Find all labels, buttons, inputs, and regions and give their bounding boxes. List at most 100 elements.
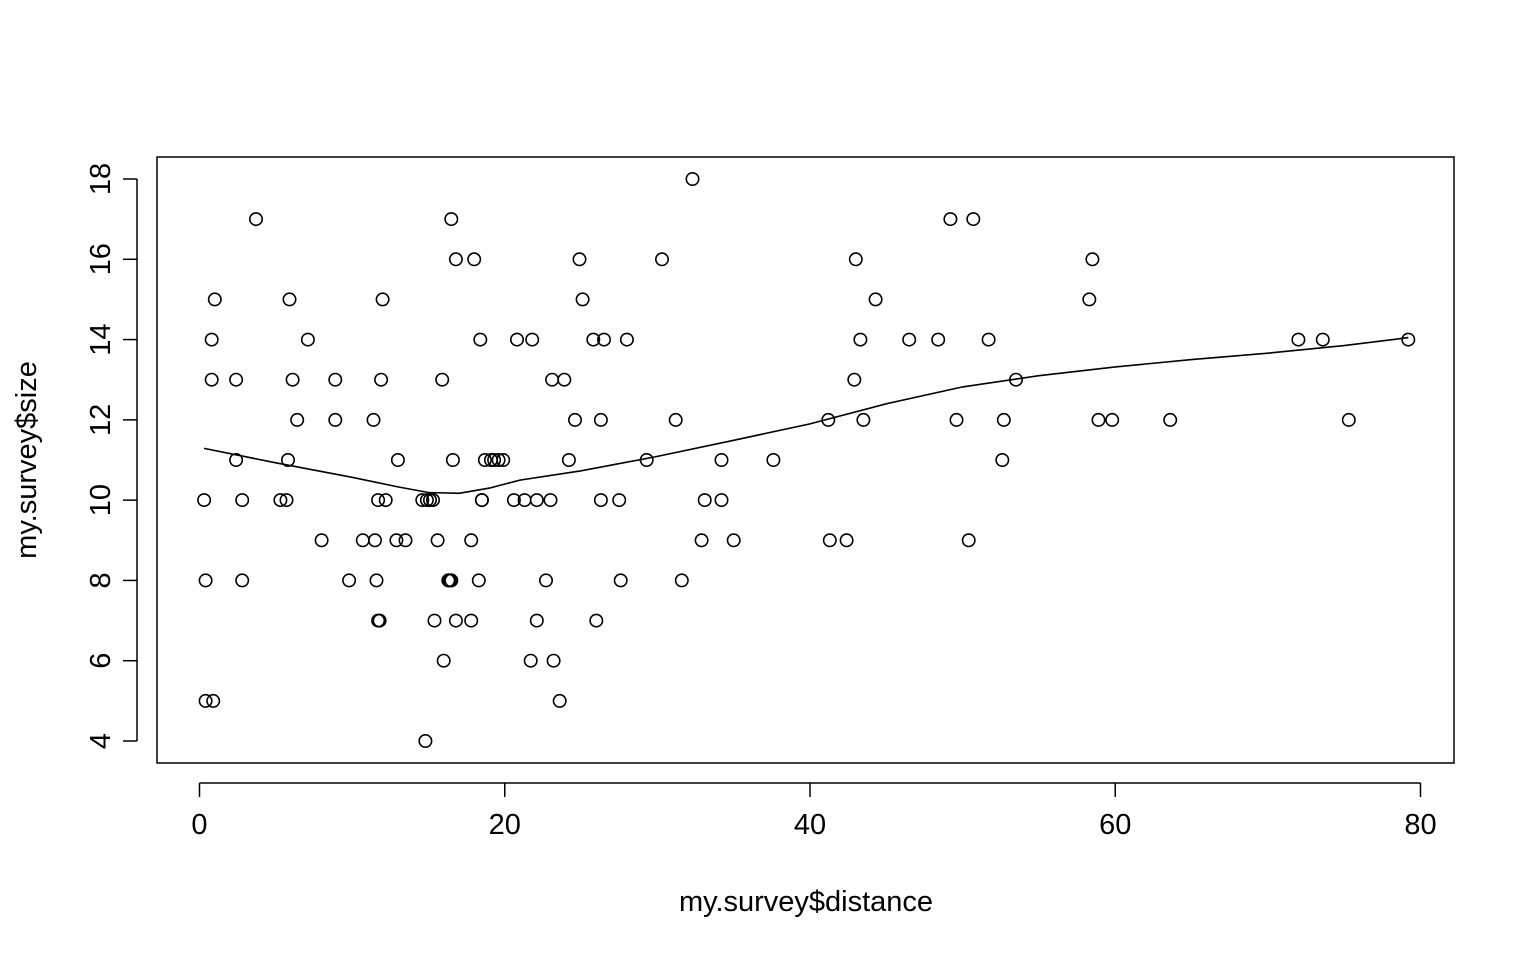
data-point (198, 573, 213, 588)
y-axis-title: my.survey$size (11, 361, 43, 559)
data-point (487, 452, 502, 467)
data-point (464, 613, 479, 628)
data-point (674, 573, 689, 588)
data-point (197, 493, 212, 508)
data-point (464, 533, 479, 548)
data-point (398, 533, 413, 548)
data-point (1315, 332, 1330, 347)
data-point (235, 493, 250, 508)
data-point (839, 533, 854, 548)
data-point (279, 493, 294, 508)
data-point (612, 493, 627, 508)
data-point (694, 533, 709, 548)
data-point (996, 412, 1011, 427)
data-point (931, 332, 946, 347)
data-point (1291, 332, 1306, 347)
x-tick-label: 20 (489, 809, 521, 841)
data-point (639, 452, 654, 467)
data-point (1401, 332, 1416, 347)
data-point (685, 172, 700, 187)
data-point (529, 613, 544, 628)
data-point (273, 493, 288, 508)
data-point (448, 613, 463, 628)
data-point (436, 653, 451, 668)
data-point (425, 493, 440, 508)
data-point (366, 412, 381, 427)
data-point (285, 372, 300, 387)
data-point (966, 212, 981, 227)
data-point (575, 292, 590, 307)
y-tick-label: 16 (85, 243, 117, 275)
data-point (435, 372, 450, 387)
data-point (372, 613, 387, 628)
data-point (552, 693, 567, 708)
data-point (1091, 412, 1106, 427)
data-point (853, 332, 868, 347)
data-point (538, 573, 553, 588)
data-point (714, 493, 729, 508)
data-point (290, 412, 305, 427)
data-point (282, 292, 297, 307)
data-point (473, 332, 488, 347)
data-point (1008, 372, 1023, 387)
data-point (389, 533, 404, 548)
data-point (856, 412, 871, 427)
data-point (589, 613, 604, 628)
x-tick-label: 60 (1099, 809, 1131, 841)
data-point (543, 493, 558, 508)
data-point (235, 573, 250, 588)
data-point (206, 693, 221, 708)
data-point (822, 533, 837, 548)
data-point (427, 613, 442, 628)
data-point (1105, 412, 1120, 427)
x-tick-label: 0 (191, 809, 207, 841)
y-tick-label: 10 (85, 484, 117, 516)
data-point (572, 252, 587, 267)
data-point (229, 452, 244, 467)
data-point (280, 452, 295, 467)
x-axis-title: my.survey$distance (679, 886, 933, 918)
plot-frame (156, 156, 1455, 764)
data-point (593, 493, 608, 508)
x-axis: 0 20 40 60 80 (191, 782, 1437, 841)
data-point (378, 493, 393, 508)
data-point (374, 372, 389, 387)
data-point (1082, 292, 1097, 307)
data-point (444, 212, 459, 227)
data-point (697, 493, 712, 508)
data-point (477, 452, 492, 467)
data-point (1341, 412, 1356, 427)
data-point (467, 252, 482, 267)
data-point (249, 212, 264, 227)
data-point (496, 452, 511, 467)
data-point (328, 372, 343, 387)
data-point (961, 533, 976, 548)
data-point (369, 573, 384, 588)
data-point (561, 452, 576, 467)
smooth-line-layer (203, 336, 1409, 495)
data-point (847, 372, 862, 387)
points-layer (197, 172, 1416, 748)
data-point (902, 332, 917, 347)
data-point (204, 332, 219, 347)
data-point (586, 332, 601, 347)
data-point (390, 452, 405, 467)
data-point (509, 332, 524, 347)
data-point (375, 292, 390, 307)
data-point (714, 452, 729, 467)
data-point (995, 452, 1010, 467)
data-point (300, 332, 315, 347)
data-point (430, 533, 445, 548)
data-point (593, 412, 608, 427)
y-tick-label: 12 (85, 404, 117, 436)
data-point (491, 452, 506, 467)
data-point (943, 212, 958, 227)
data-point (371, 493, 386, 508)
y-tick-label: 14 (85, 323, 117, 355)
data-point (448, 252, 463, 267)
data-point (506, 493, 521, 508)
data-point (868, 292, 883, 307)
data-point (367, 533, 382, 548)
data-point (314, 533, 329, 548)
